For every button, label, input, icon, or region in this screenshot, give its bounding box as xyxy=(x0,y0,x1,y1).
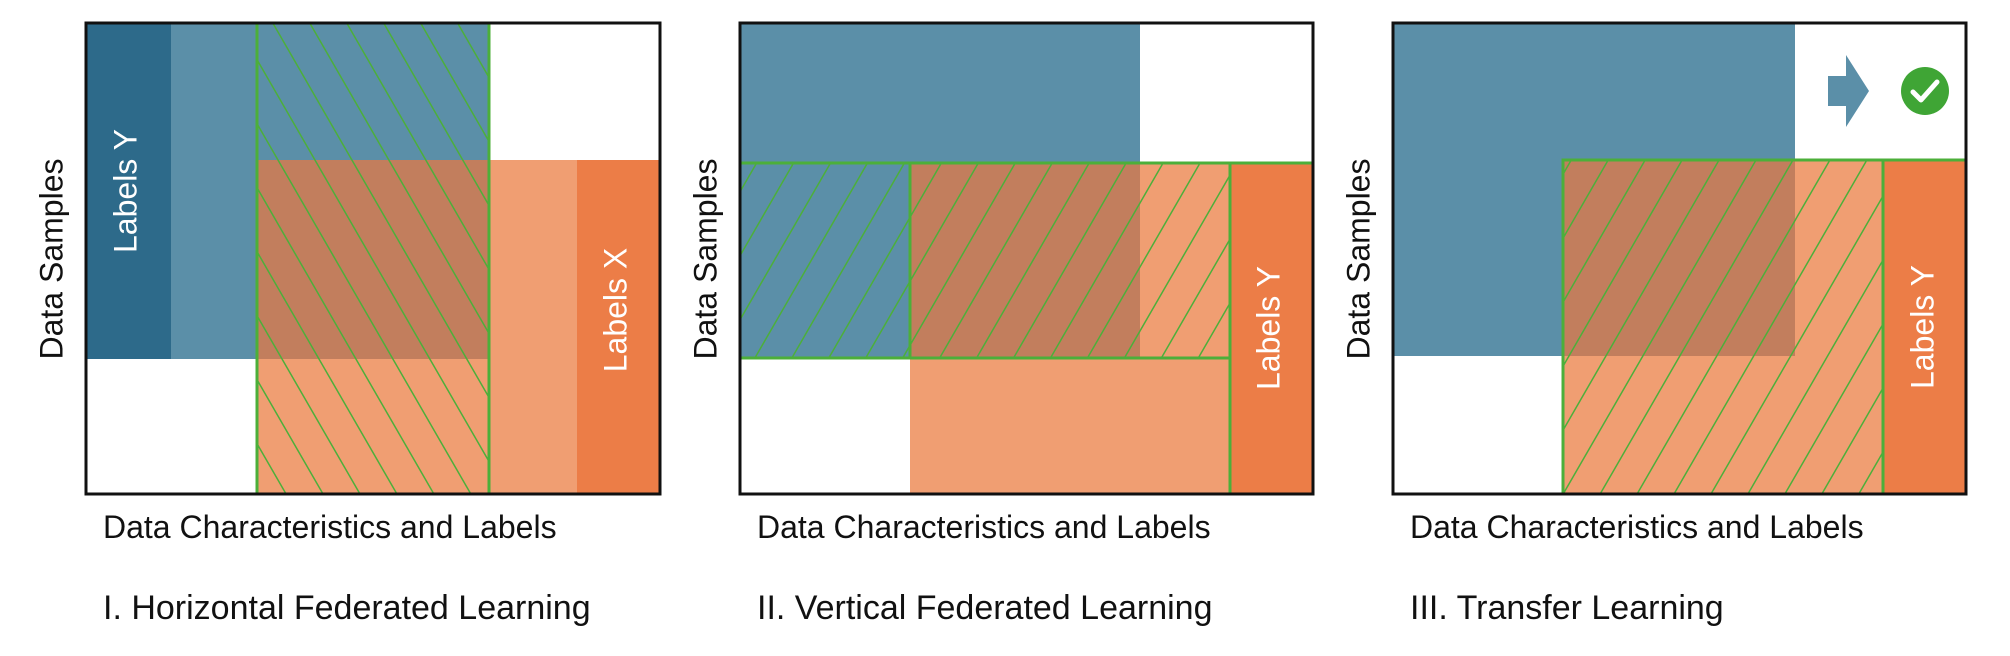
check-circle-icon xyxy=(1901,67,1949,115)
plot-border xyxy=(738,21,1315,496)
panel-caption: III. Transfer Learning xyxy=(1410,589,1724,627)
labels-y-column xyxy=(86,23,171,359)
x-axis-label: Data Characteristics and Labels xyxy=(757,509,1211,545)
x-axis-label: Data Characteristics and Labels xyxy=(103,509,557,545)
labels-x-text: Labels X xyxy=(597,248,633,373)
labels-y-column xyxy=(1230,163,1313,494)
labels-y-text: Labels Y xyxy=(1904,265,1940,389)
y-axis-label: Data Samples xyxy=(1340,159,1376,360)
panel-caption: II. Vertical Federated Learning xyxy=(757,589,1213,627)
y-axis-label: Data Samples xyxy=(687,159,723,360)
panel-horizontal-fl: Labels Y Labels X Data Samples Data Char… xyxy=(33,21,662,627)
labels-y-text: Labels Y xyxy=(1250,266,1286,390)
x-axis-label: Data Characteristics and Labels xyxy=(1410,509,1864,545)
labels-y-column xyxy=(1883,160,1966,494)
labels-y-text: Labels Y xyxy=(107,129,143,253)
panel-transfer-learning: Labels Y Data Samples Data Characteristi… xyxy=(1340,21,1968,627)
panel-caption: I. Horizontal Federated Learning xyxy=(103,589,591,627)
plot-border xyxy=(1391,21,1968,496)
hatch-middle-block xyxy=(910,163,1230,358)
panel-vertical-fl: Labels Y Data Samples Data Characteristi… xyxy=(687,21,1315,627)
y-axis-label: Data Samples xyxy=(33,159,69,360)
federated-shared-features xyxy=(255,21,491,496)
plot-border xyxy=(84,21,662,496)
right-arrow-icon xyxy=(1828,55,1869,127)
labels-x-column xyxy=(577,160,660,494)
hatch-left-block xyxy=(740,163,910,358)
transfer-hatch xyxy=(1561,158,1885,496)
